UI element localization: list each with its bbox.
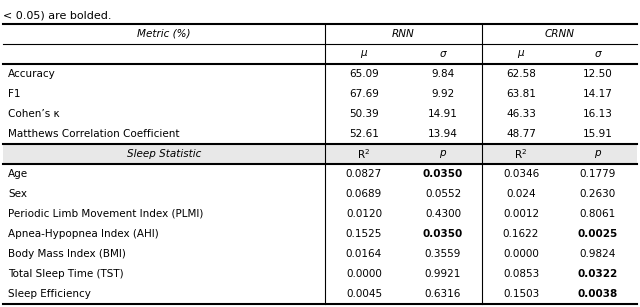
Text: $\mu$: $\mu$ — [517, 48, 525, 60]
Text: Metric (%): Metric (%) — [137, 29, 191, 39]
Text: < 0.05) are bolded.: < 0.05) are bolded. — [3, 10, 111, 20]
Text: 67.69: 67.69 — [349, 89, 379, 99]
Text: Apnea-Hypopnea Index (AHI): Apnea-Hypopnea Index (AHI) — [8, 229, 159, 239]
Text: 12.50: 12.50 — [583, 69, 613, 79]
Text: 50.39: 50.39 — [349, 109, 379, 119]
Text: 0.2630: 0.2630 — [580, 189, 616, 199]
Text: 0.1525: 0.1525 — [346, 229, 382, 239]
Text: 0.0012: 0.0012 — [503, 209, 539, 219]
Text: 0.0025: 0.0025 — [578, 229, 618, 239]
Text: 0.0350: 0.0350 — [423, 229, 463, 239]
Text: Total Sleep Time (TST): Total Sleep Time (TST) — [8, 269, 124, 279]
Text: 63.81: 63.81 — [506, 89, 536, 99]
Text: 0.9824: 0.9824 — [580, 249, 616, 259]
Text: 0.0322: 0.0322 — [578, 269, 618, 279]
Text: 62.58: 62.58 — [506, 69, 536, 79]
Text: Age: Age — [8, 169, 28, 179]
Text: 0.024: 0.024 — [506, 189, 536, 199]
Text: 0.0038: 0.0038 — [578, 289, 618, 299]
Text: 0.0045: 0.0045 — [346, 289, 382, 299]
Text: R$^2$: R$^2$ — [515, 147, 527, 161]
Text: 0.1779: 0.1779 — [580, 169, 616, 179]
Text: $p$: $p$ — [594, 148, 602, 160]
Text: 0.0689: 0.0689 — [346, 189, 382, 199]
Text: 9.84: 9.84 — [431, 69, 454, 79]
Text: 0.8061: 0.8061 — [580, 209, 616, 219]
Text: 52.61: 52.61 — [349, 129, 379, 139]
Text: 0.0827: 0.0827 — [346, 169, 382, 179]
Text: RNN: RNN — [392, 29, 415, 39]
Text: 0.1622: 0.1622 — [503, 229, 539, 239]
Text: 0.0552: 0.0552 — [425, 189, 461, 199]
Text: Sleep Statistic: Sleep Statistic — [127, 149, 201, 159]
Text: 14.91: 14.91 — [428, 109, 458, 119]
Text: 14.17: 14.17 — [583, 89, 613, 99]
Text: 0.3559: 0.3559 — [425, 249, 461, 259]
Text: 0.0000: 0.0000 — [503, 249, 539, 259]
Text: Matthews Correlation Coefficient: Matthews Correlation Coefficient — [8, 129, 179, 139]
Text: 9.92: 9.92 — [431, 89, 454, 99]
Text: 0.0350: 0.0350 — [423, 169, 463, 179]
Text: 48.77: 48.77 — [506, 129, 536, 139]
Text: 0.0164: 0.0164 — [346, 249, 382, 259]
Bar — [3, 144, 637, 164]
Text: Cohen’s κ: Cohen’s κ — [8, 109, 60, 119]
Text: CRNN: CRNN — [545, 29, 575, 39]
Text: 0.0853: 0.0853 — [503, 269, 539, 279]
Text: $\mu$: $\mu$ — [360, 48, 368, 60]
Text: $p$: $p$ — [439, 148, 447, 160]
Text: 0.1503: 0.1503 — [503, 289, 539, 299]
Text: 0.6316: 0.6316 — [425, 289, 461, 299]
Text: $\sigma$: $\sigma$ — [438, 49, 447, 59]
Text: $\sigma$: $\sigma$ — [593, 49, 602, 59]
Text: R$^2$: R$^2$ — [357, 147, 371, 161]
Text: Periodic Limb Movement Index (PLMI): Periodic Limb Movement Index (PLMI) — [8, 209, 204, 219]
Text: 0.4300: 0.4300 — [425, 209, 461, 219]
Text: 15.91: 15.91 — [583, 129, 613, 139]
Text: 16.13: 16.13 — [583, 109, 613, 119]
Text: F1: F1 — [8, 89, 20, 99]
Text: 46.33: 46.33 — [506, 109, 536, 119]
Text: 65.09: 65.09 — [349, 69, 379, 79]
Text: 0.0346: 0.0346 — [503, 169, 539, 179]
Text: 0.9921: 0.9921 — [425, 269, 461, 279]
Text: Body Mass Index (BMI): Body Mass Index (BMI) — [8, 249, 126, 259]
Text: 0.0120: 0.0120 — [346, 209, 382, 219]
Text: Sex: Sex — [8, 189, 27, 199]
Text: 13.94: 13.94 — [428, 129, 458, 139]
Text: 0.0000: 0.0000 — [346, 269, 382, 279]
Text: Sleep Efficiency: Sleep Efficiency — [8, 289, 91, 299]
Text: Accuracy: Accuracy — [8, 69, 56, 79]
